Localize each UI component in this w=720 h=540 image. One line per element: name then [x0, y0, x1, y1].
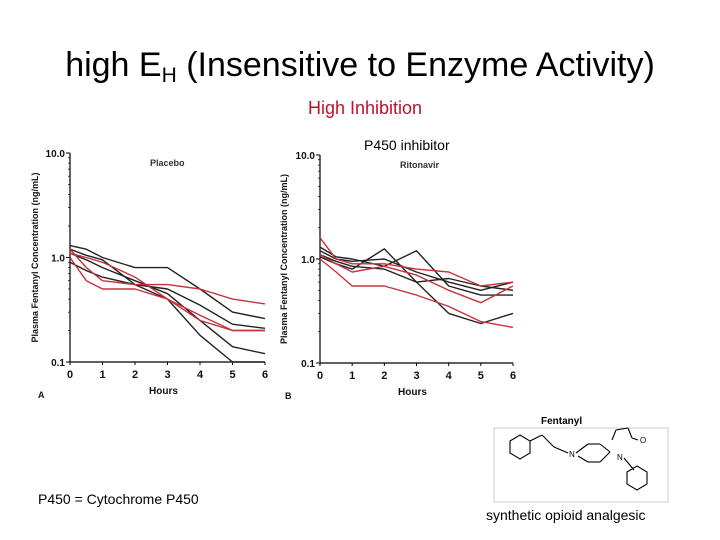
- x-tick-label: 0: [317, 370, 323, 382]
- y-axis-label: Plasma Fentanyl Concentration (ng/mL): [279, 174, 289, 344]
- structure-drawing: [509, 427, 648, 491]
- panel-title: Ritonavir: [400, 160, 440, 170]
- chart-panel-ritonavir: 0.1 1.0 10.0 0 1 2 3 4 5 6 Hours Plasma Fentanyl Co…: [279, 151, 516, 401]
- slide-title: high EH (Insensitive to Enzyme Activity): [0, 46, 720, 88]
- x-tick-label: 3: [413, 370, 419, 382]
- y-tick-label: 10.0: [296, 151, 316, 162]
- series-line-6: [319, 254, 514, 304]
- series-line-3: [69, 252, 266, 355]
- x-tick-label: 2: [132, 369, 138, 381]
- y-tick-label: 1.0: [301, 255, 315, 266]
- inhibitor-label: P450 inhibitor: [364, 137, 450, 153]
- y-tick-label: 10.0: [46, 149, 66, 160]
- y-tick-label: 0.1: [301, 359, 315, 370]
- series-line-5: [69, 248, 266, 305]
- x-tick-label: 5: [478, 370, 484, 382]
- y-axis-label: Plasma Fentanyl Concentration (ng/mL): [30, 172, 40, 342]
- slide-subtitle: High Inhibition: [307, 98, 423, 118]
- series-line-7: [69, 252, 265, 332]
- x-tick-label: 6: [262, 369, 268, 381]
- x-axis-label: Hours: [398, 387, 427, 398]
- panel-title: Placebo: [150, 158, 185, 168]
- series-line-5: [319, 237, 514, 287]
- chart-panel-placebo: 0.1 1.0 10.0 0 1 2 3 4 5 6 Hours Plasma Fentanyl Co…: [30, 149, 268, 400]
- x-tick-label: 1: [99, 369, 105, 381]
- atom-label-n2: N: [617, 453, 623, 462]
- series-line-1: [319, 246, 513, 296]
- series-line-7: [319, 258, 514, 329]
- structure-caption: synthetic opioid analgesic: [486, 507, 646, 523]
- series-line-4: [69, 261, 265, 363]
- x-tick-label: 4: [197, 369, 204, 381]
- atom-label-n1: N: [569, 450, 575, 459]
- x-tick-label: 0: [67, 369, 73, 381]
- footnote: P450 = Cytochrome P450: [38, 491, 199, 507]
- title-suffix: (Insensitive to Enzyme Activity): [176, 46, 655, 84]
- x-tick-label: 1: [349, 370, 355, 382]
- structure-title: Fentanyl: [541, 416, 582, 427]
- x-axis-label: Hours: [149, 386, 178, 397]
- x-tick-label: 3: [164, 369, 170, 381]
- atom-label-o: O: [640, 436, 646, 445]
- title-prefix: high E: [65, 46, 162, 84]
- panel-letter: B: [285, 391, 292, 401]
- x-tick-label: 2: [381, 370, 387, 382]
- x-tick-label: 6: [510, 370, 516, 382]
- fentanyl-structure-image: Fentanyl N N O: [493, 416, 669, 503]
- y-tick-label: 0.1: [51, 358, 65, 369]
- title-subscript: H: [161, 64, 177, 87]
- panel-letter: A: [38, 390, 45, 400]
- y-tick-label: 1.0: [51, 254, 65, 265]
- series-line-1: [69, 244, 266, 320]
- series-line-6: [69, 257, 265, 332]
- series-line-3: [319, 254, 514, 291]
- x-tick-label: 4: [446, 370, 453, 382]
- x-tick-label: 5: [229, 369, 235, 381]
